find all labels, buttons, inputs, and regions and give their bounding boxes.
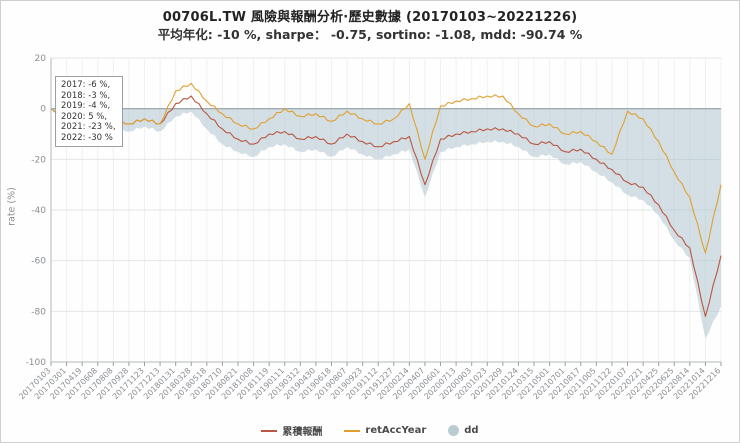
- svg-text:0: 0: [40, 105, 46, 115]
- annotation-line-2022: 2022: -30 %: [61, 132, 113, 143]
- chart-subtitle: 平均年化: -10 %, sharpe： -0.75, sortino: -1.…: [157, 27, 583, 42]
- svg-text:-20: -20: [31, 155, 46, 165]
- svg-text:-60: -60: [31, 257, 46, 267]
- page-title: 00706L.TW 風險與報酬分析·歷史數據 (20170103~2022122…: [162, 10, 578, 25]
- annotation-line-2019: 2019: -4 %,: [61, 101, 111, 111]
- dd-area: [51, 108, 721, 339]
- legend-label-retaccyear: retAccYear: [365, 425, 427, 436]
- annotation-line-2020: 2020: 5 %,: [61, 111, 108, 122]
- chart-legend: 累積報酬 retAccYear dd: [1, 423, 739, 438]
- annotation-line-2021: 2021: -23 %,: [61, 122, 116, 132]
- svg-text:20: 20: [35, 54, 47, 64]
- annotation-line-2017: 2017: -6 %,: [61, 80, 111, 90]
- series-lines: [50, 82, 722, 317]
- legend-item-retaccyear: retAccYear: [344, 425, 426, 436]
- svg-text:-100: -100: [26, 358, 47, 368]
- annotation-line-2018: 2018: -3 %,: [61, 90, 111, 101]
- yearly-returns-annotation: 2017: -6 %, 2018: -3 %, 2019: -4 %, 2020…: [55, 76, 123, 147]
- cumulative-return-line-swatch-icon: [261, 429, 278, 432]
- svg-text:-40: -40: [31, 206, 46, 216]
- dd-area-swatch-icon: [448, 425, 460, 436]
- retaccyear-line-swatch-icon: [344, 429, 361, 432]
- legend-item-cumulative-return: 累積報酬: [261, 423, 322, 438]
- horizontal-gridlines-and-yticks: 20 0 -20 -40 -60 -80 -100: [26, 54, 721, 368]
- axes-and-xticks: 2017010320170301201704192017060820170808…: [17, 58, 722, 401]
- svg-text:-80: -80: [31, 307, 46, 317]
- y-axis-title: rate (%): [6, 187, 18, 226]
- legend-label-cumulative-return: 累積報酬: [282, 427, 323, 438]
- legend-label-dd: dd: [464, 425, 479, 436]
- legend-item-dd: dd: [448, 425, 479, 436]
